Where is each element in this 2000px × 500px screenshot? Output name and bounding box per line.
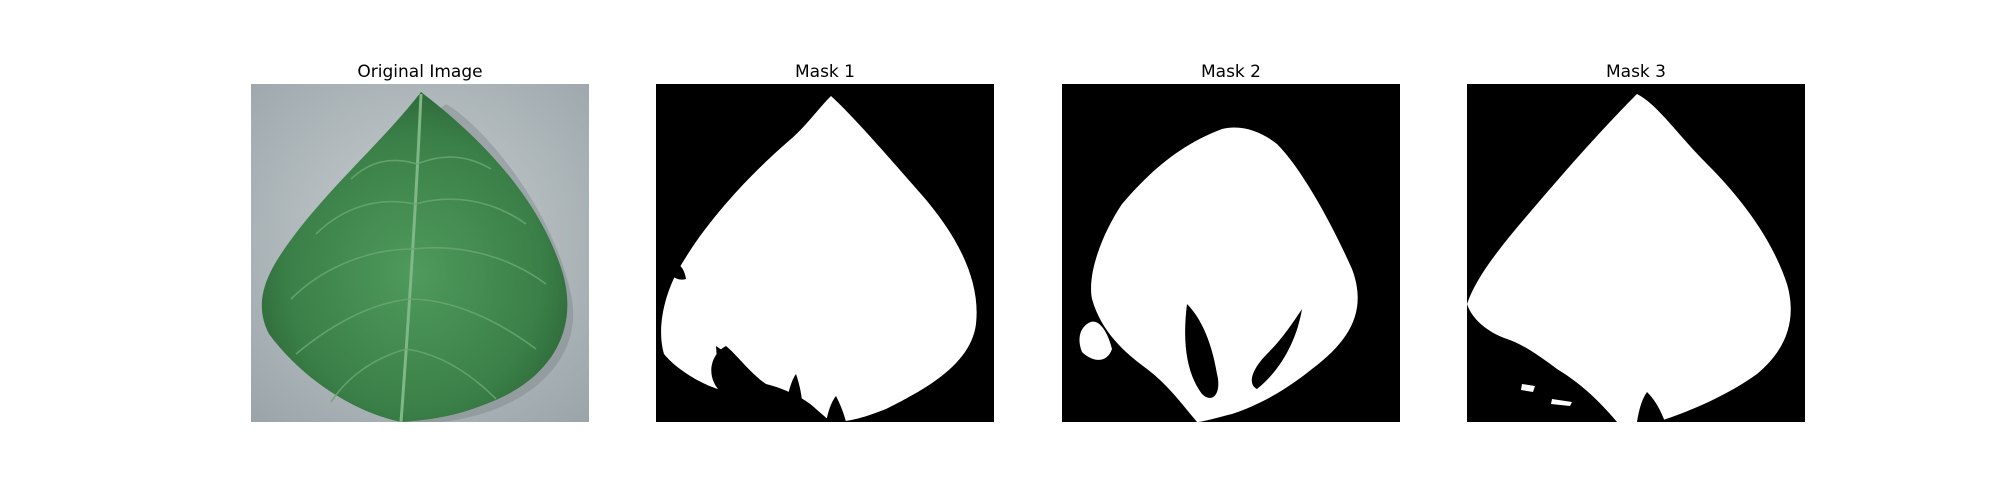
original-image-title: Original Image	[357, 62, 483, 82]
mask-3-foreground	[1467, 94, 1791, 422]
mask-3-title: Mask 3	[1605, 62, 1666, 82]
mask-2-panel: Mask 2	[1062, 60, 1400, 422]
mask-1-image	[656, 84, 994, 422]
mask-3-panel: Mask 3	[1467, 60, 1805, 422]
mask-2-image	[1062, 84, 1400, 422]
mask-1-panel: Mask 1	[656, 60, 994, 422]
mask-1-title: Mask 1	[794, 62, 855, 82]
mask-3-image	[1467, 84, 1805, 422]
leaf-shape	[261, 92, 568, 422]
mask-1-foreground	[661, 96, 977, 422]
original-leaf-image	[251, 84, 589, 422]
original-image-panel: Original Image	[251, 60, 589, 422]
mask-2-title: Mask 2	[1200, 62, 1261, 82]
mask-2-foreground	[1091, 127, 1358, 422]
